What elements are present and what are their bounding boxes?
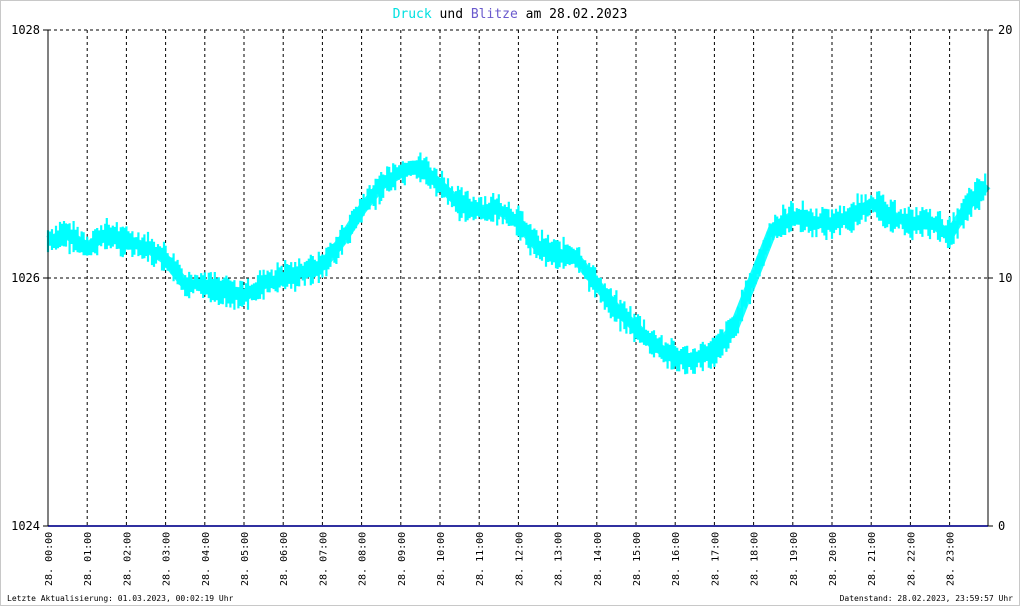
x-tick-label: 28. 16:00 [671, 532, 682, 586]
x-tick-label: 28. 00:00 [44, 532, 55, 586]
x-tick-label: 28. 13:00 [554, 532, 565, 586]
pressure-series [46, 152, 987, 375]
title-series1: Druck [393, 7, 432, 22]
x-tick-label: 28. 21:00 [867, 532, 878, 586]
y-left-tick-label: 1026 [11, 271, 40, 285]
x-tick-label: 28. 23:00 [946, 532, 957, 586]
x-tick-label: 28. 04:00 [201, 532, 212, 586]
footer-last-update: Letzte Aktualisierung: 01.03.2023, 00:02… [7, 594, 234, 603]
x-tick-label: 28. 15:00 [632, 532, 643, 586]
x-tick-label: 28. 07:00 [318, 532, 329, 586]
x-tick-label: 28. 06:00 [279, 532, 290, 586]
x-tick-label: 28. 10:00 [436, 532, 447, 586]
title-date-prefix: am [526, 7, 542, 22]
title-connector: und [440, 7, 463, 22]
y-left-tick-label: 1028 [11, 23, 40, 37]
title-date: 28.02.2023 [549, 7, 627, 22]
footer-data-status: Datenstand: 28.02.2023, 23:59:57 Uhr [840, 594, 1014, 603]
tick-labels: 1024 1026 1028 0 10 20 28. 00:00 28. 01:00 28. 0… [11, 23, 1012, 586]
series-layer [46, 152, 991, 527]
chart-title: Druck und Blitze am 28.02.2023 [393, 7, 628, 22]
x-tick-label: 28. 02:00 [122, 532, 133, 586]
x-tick-label: 28. 08:00 [358, 532, 369, 586]
x-tick-label: 28. 05:00 [240, 532, 251, 586]
x-tick-label: 28. 19:00 [789, 532, 800, 586]
x-tick-label: 28. 20:00 [828, 532, 839, 586]
x-tick-label: 28. 09:00 [397, 532, 408, 586]
x-tick-label: 28. 11:00 [475, 532, 486, 586]
y-right-tick-label: 0 [998, 519, 1005, 533]
axes [43, 29, 993, 527]
x-tick-label: 28. 22:00 [906, 532, 917, 586]
x-tick-label: 28. 17:00 [710, 532, 721, 586]
x-tick-label: 28. 01:00 [83, 532, 94, 586]
x-tick-label: 28. 18:00 [750, 532, 761, 586]
x-tick-label: 28. 14:00 [593, 532, 604, 586]
x-tick-label: 28. 03:00 [162, 532, 173, 586]
title-series2: Blitze [471, 7, 518, 22]
y-right-tick-label: 10 [998, 271, 1012, 285]
pressure-series-core [46, 161, 991, 364]
x-tick-label: 28. 12:00 [514, 532, 525, 586]
y-left-tick-label: 1024 [11, 519, 40, 533]
y-right-tick-label: 20 [998, 23, 1012, 37]
